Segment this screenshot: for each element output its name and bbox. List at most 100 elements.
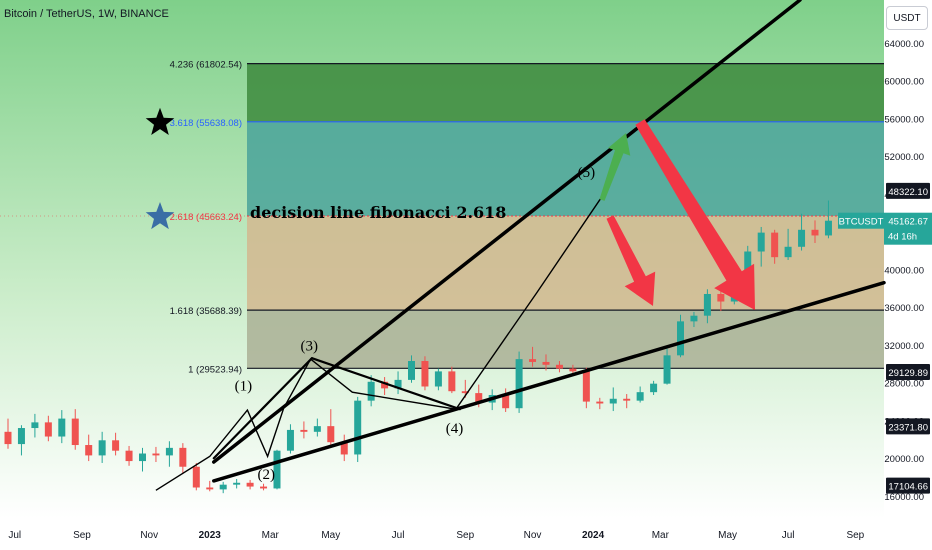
candle-body (502, 394, 510, 409)
candle-body (811, 229, 819, 236)
y-tick-label: 40000.00 (884, 265, 924, 276)
wave-label-5: (5) (578, 165, 596, 181)
candle-body (58, 418, 66, 437)
price-axis-background (884, 0, 932, 550)
time-axis-background (0, 518, 884, 550)
candle-body (771, 232, 779, 258)
candle-body (717, 293, 725, 302)
wave-resistance-line (212, 357, 314, 460)
x-tick-label: Jul (782, 530, 795, 541)
candle-body (139, 453, 146, 462)
candle-body (327, 426, 335, 443)
y-tick-label: 28000.00 (884, 379, 924, 390)
x-tick-label: Sep (73, 530, 91, 541)
channel-lower-line (212, 280, 886, 483)
candle-body (71, 418, 79, 446)
price-label-bg (886, 418, 930, 435)
candle-body (569, 368, 577, 372)
candle-body (677, 321, 684, 356)
price-label: 17104.66 (888, 482, 928, 493)
y-tick-label: 52000.00 (884, 152, 924, 163)
green-arrow-up (599, 133, 631, 201)
decision-line-annotation: decision line fibonacci 2.618 (250, 203, 506, 222)
candle-body (798, 229, 806, 247)
fib-zone-2 (247, 215, 884, 311)
x-tick-label: Sep (846, 530, 864, 541)
candle-body (623, 398, 631, 401)
blue-star-icon (145, 202, 175, 230)
chart-title: Bitcoin / TetherUS, 1W, BINANCE (4, 8, 169, 20)
fib-label-0: 4.236 (61802.54) (170, 60, 242, 71)
y-tick-label: 20000.00 (884, 454, 924, 465)
candle-body (112, 440, 120, 451)
y-tick-label: 36000.00 (884, 303, 924, 314)
wave-label-4: (4) (446, 421, 464, 437)
candle-body (784, 246, 792, 258)
candle-body (529, 359, 537, 362)
fib-label-3: 1.618 (35688.39) (170, 306, 242, 317)
wave-label-3: (3) (301, 339, 319, 355)
fib-zone-0 (247, 63, 884, 122)
price-label-bg (886, 477, 930, 494)
candle-body (340, 442, 348, 455)
candle-body (757, 232, 765, 252)
currency-unit-button[interactable]: USDT (886, 6, 928, 30)
candle-body (273, 450, 281, 489)
candle-body (703, 293, 711, 316)
candle-body (582, 371, 590, 402)
fib-label-2: 2.618 (45663.24) (170, 212, 242, 223)
candle-body (542, 361, 550, 365)
candle-body (206, 487, 214, 490)
x-tick-label: Mar (652, 530, 670, 541)
candle-body (408, 361, 415, 380)
current-price-label: 45162.67 (888, 217, 928, 228)
candle-body (313, 426, 321, 432)
y-tick-label: 60000.00 (884, 77, 924, 88)
wave-label-1: (1) (235, 378, 253, 394)
candle-body (192, 466, 200, 488)
price-label-bg (886, 182, 930, 199)
candle-body (152, 453, 160, 456)
candle-body (461, 391, 469, 394)
price-label-bg (886, 364, 930, 381)
fib-zone-1 (247, 121, 884, 216)
candle-body (246, 482, 254, 487)
symbol-tag-bg (838, 212, 884, 229)
x-tick-label: May (718, 530, 737, 541)
price-label: 29129.89 (888, 368, 928, 379)
candle-body (31, 422, 39, 429)
y-tick-label: 56000.00 (884, 114, 924, 125)
fib-label-4: 1 (29523.94) (188, 364, 242, 375)
candle-body (98, 440, 106, 456)
candle-body (434, 371, 442, 387)
x-tick-label: Jul (8, 530, 21, 541)
price-label: 48322.10 (888, 187, 928, 198)
x-tick-label: 2023 (199, 530, 222, 541)
x-tick-label: Nov (524, 530, 542, 541)
candle-body (650, 383, 658, 393)
candle-body (475, 393, 483, 403)
candle-body (555, 364, 563, 369)
candle-body (286, 429, 294, 451)
elliott-wave-path (155, 195, 604, 491)
candle-body (17, 428, 25, 445)
current-price-bg (884, 212, 932, 245)
candle-body (260, 486, 268, 489)
wave-label-2: (2) (257, 467, 275, 483)
channel-upper-line (212, 0, 802, 464)
candle-body (4, 431, 12, 445)
x-tick-label: May (321, 530, 340, 541)
y-tick-label: 16000.00 (884, 492, 924, 503)
x-tick-label: 2024 (582, 530, 605, 541)
candle-body (300, 429, 308, 432)
candle-body (44, 422, 52, 437)
candle-body (448, 371, 456, 392)
red-arrow-large (635, 119, 755, 310)
candle-body (515, 359, 523, 409)
candle-body (421, 361, 429, 387)
y-tick-label: 64000.00 (884, 39, 924, 50)
candle-body (85, 445, 93, 456)
y-tick-label: 32000.00 (884, 341, 924, 352)
